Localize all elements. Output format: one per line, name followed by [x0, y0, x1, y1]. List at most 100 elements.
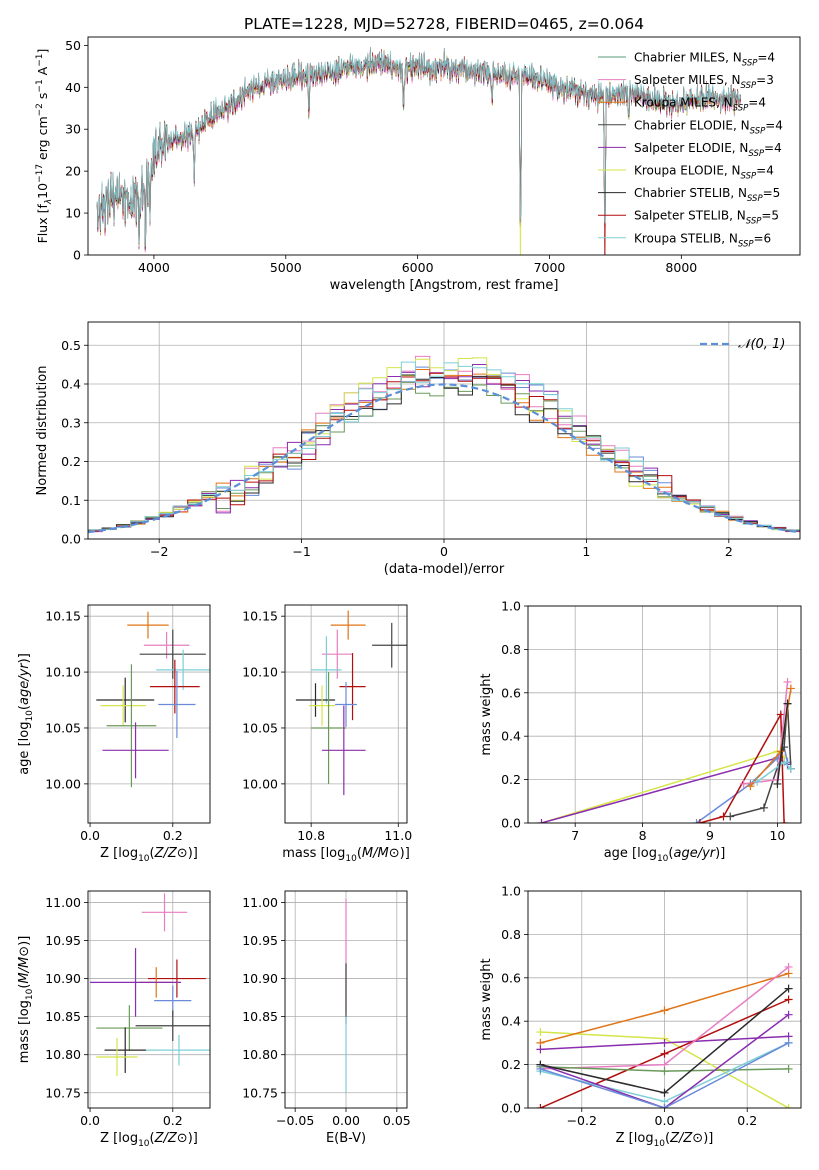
y-tick-label: 10.15 [45, 609, 81, 624]
x-tick-label: 2 [725, 544, 733, 559]
weight-marker [536, 1064, 545, 1073]
y-tick-label: 0 [73, 248, 81, 263]
weight-marker [773, 779, 782, 788]
y-tick-label: 0.2 [501, 1057, 521, 1072]
x-tick-label: 0.0 [80, 828, 100, 843]
weight-line [540, 1042, 789, 1108]
weight-marker [784, 1104, 793, 1108]
y-axis-label: mass weight [479, 958, 494, 1040]
axes-weight-vs-Z: −0.2 0.0 0.2 0.0 0.2 0.4 0.6 0.8 1.0 Z [log10(Z/Z… [479, 884, 802, 1149]
x-tick-label: 1 [582, 544, 590, 559]
legend-entry: Salpeter STELIB, NSSP=5 [634, 209, 779, 227]
weight-line [540, 1014, 790, 1108]
y-tick-label: 10.90 [242, 971, 278, 986]
plot-area-age-vs-mass [295, 610, 407, 796]
x-tick-label: −0.2 [567, 1113, 597, 1128]
axes-frame [527, 605, 802, 824]
weight-marker [786, 684, 795, 693]
weight-marker [783, 677, 792, 686]
x-tick-label: 10.8 [297, 828, 325, 843]
x-axis-label: age [log10(age/yr)] [604, 846, 726, 864]
y-tick-label: 11.00 [45, 895, 81, 910]
weight-marker [784, 984, 793, 993]
x-axis-label: Z [log10(Z/Z⊙)] [616, 1131, 714, 1149]
plot-area-weight-vs-age [537, 677, 795, 823]
plot-area-spectrum [96, 47, 742, 255]
y-tick-label: 11.00 [242, 895, 278, 910]
weight-marker [536, 1028, 545, 1037]
x-tick-label: 6000 [402, 260, 434, 275]
y-tick-label: 10.90 [45, 971, 81, 986]
y-tick-label: 0.2 [501, 772, 521, 787]
axes-age-vs-mass: 10.8 11.0 10.00 10.05 10.10 10.15 mass [log10(… [242, 604, 412, 864]
weight-marker [784, 1064, 793, 1073]
x-tick-label: 0.00 [332, 1113, 360, 1128]
axes-frame [87, 604, 211, 824]
x-tick-label: −1 [292, 544, 310, 559]
x-tick-label: 0.0 [655, 1113, 675, 1128]
y-tick-label: 10.10 [45, 665, 81, 680]
plot-area-age-vs-Z [96, 611, 210, 788]
y-tick-label: 30 [65, 122, 81, 137]
weight-marker [786, 764, 795, 773]
x-tick-label: 8000 [665, 260, 697, 275]
y-tick-label: 10.05 [242, 720, 278, 735]
y-tick-label: 40 [65, 80, 81, 95]
axes-residual-hist: −2 −1 0 1 2 0.0 0.1 0.2 0.3 0.4 0.5 𝒩(0, 1) (data-mo… [35, 321, 801, 577]
x-axis-label: mass [log10(M/M⊙)] [282, 846, 410, 864]
legend-entry: Chabrier ELODIE, NSSP=4 [634, 118, 783, 136]
x-axis-label: Z [log10(Z/Z⊙)] [100, 1131, 198, 1149]
normal-curve [88, 383, 800, 534]
axes-frame [284, 604, 408, 824]
y-tick-label: 0.6 [501, 970, 521, 985]
y-tick-label: 0.6 [501, 685, 521, 700]
weight-marker [660, 1067, 669, 1076]
axes-spectrum: 4000 5000 6000 7000 8000 0 10 20 30 40 50 Chabrier … [35, 36, 801, 293]
plot-area-residual-hist [88, 355, 800, 539]
weight-marker [536, 1045, 545, 1054]
x-tick-label: 0.2 [737, 1113, 757, 1128]
weight-marker [726, 812, 735, 821]
y-tick-label: 0.0 [501, 816, 521, 831]
y-axis-label: mass [log10(M/M⊙)] [17, 936, 35, 1064]
legend-entry: Chabrier STELIB, NSSP=5 [634, 186, 780, 204]
axes-mass-vs-EBV: −0.05 0.00 0.05 10.75 10.80 10.85 10.90 10.95 11… [242, 890, 411, 1146]
weight-marker [537, 819, 546, 823]
y-tick-label: 0.0 [61, 532, 81, 547]
y-tick-label: 0.1 [61, 493, 81, 508]
axes-frame [87, 890, 211, 1109]
legend-entry: Salpeter MILES, NSSP=3 [634, 73, 774, 91]
x-axis-label: E(B-V) [326, 1131, 366, 1146]
weight-marker [784, 962, 793, 971]
x-tick-label: 10 [769, 828, 785, 843]
y-tick-label: 1.0 [501, 599, 521, 614]
y-tick-label: 0.4 [501, 1014, 521, 1029]
plot-area-weight-vs-Z [536, 962, 793, 1108]
x-tick-label: 8 [639, 828, 647, 843]
x-tick-label: 9 [706, 828, 714, 843]
y-axis-label: mass weight [479, 673, 494, 755]
spectrum-line [96, 48, 742, 247]
x-axis-label: wavelength [Angstrom, rest frame] [330, 278, 559, 293]
x-tick-label: 0 [440, 544, 448, 559]
weight-marker [660, 1006, 669, 1015]
weight-marker [692, 819, 701, 823]
y-tick-label: 10.00 [242, 776, 278, 791]
x-tick-label: 4000 [138, 260, 170, 275]
figure-title: PLATE=1228, MJD=52728, FIBERID=0465, z=0… [244, 15, 644, 33]
y-tick-label: 0.8 [501, 642, 521, 657]
weight-marker [536, 1104, 545, 1108]
x-tick-label: 0.0 [80, 1113, 100, 1128]
weight-marker [783, 699, 792, 708]
y-tick-label: 0.8 [501, 927, 521, 942]
y-axis-label: Flux [fλ10−17 erg cm−2 s−1 A−1] [35, 49, 54, 244]
legend-entry: Kroupa ELODIE, NSSP=4 [634, 164, 774, 182]
y-tick-label: 20 [65, 164, 81, 179]
x-tick-label: 0.2 [163, 1113, 183, 1128]
x-tick-label: −0.05 [276, 1113, 314, 1128]
weight-marker [753, 777, 762, 786]
x-axis-label: Z [log10(Z/Z⊙)] [100, 846, 198, 864]
plot-area-mass-vs-Z [90, 893, 210, 1077]
y-tick-label: 10.80 [242, 1047, 278, 1062]
x-tick-label: 7 [571, 828, 579, 843]
